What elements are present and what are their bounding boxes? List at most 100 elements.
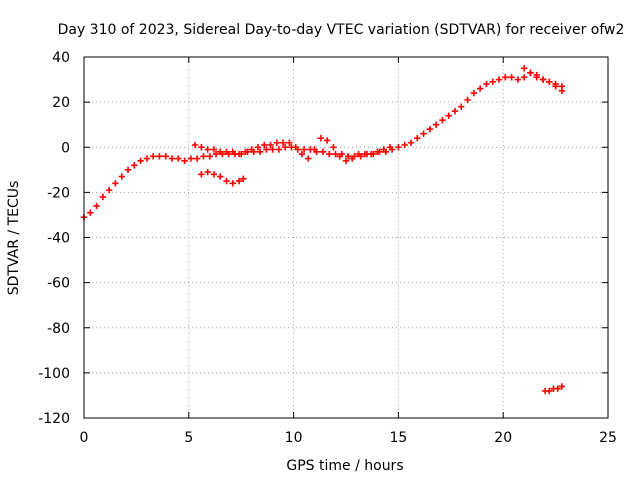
- data-point: [118, 173, 125, 180]
- data-point: [539, 76, 547, 83]
- data-point: [407, 139, 415, 146]
- data-point: [181, 157, 188, 164]
- data-point: [476, 85, 484, 92]
- y-tick-label: -40: [47, 231, 70, 247]
- data-point: [149, 153, 157, 160]
- data-point: [198, 144, 205, 151]
- data-point: [263, 146, 270, 153]
- data-point: [326, 150, 333, 158]
- y-tick-label: -80: [47, 321, 70, 337]
- data-point: [311, 146, 318, 153]
- chart-title: Day 310 of 2023, Sidereal Day-to-day VTE…: [58, 22, 625, 38]
- data-series: [198, 168, 247, 187]
- y-tick-label: -120: [38, 411, 70, 427]
- data-point: [432, 121, 440, 128]
- x-tick-label: 0: [80, 430, 89, 446]
- data-point: [319, 148, 327, 155]
- y-tick-label: -60: [47, 276, 70, 292]
- data-point: [267, 141, 274, 149]
- y-tick-label: 20: [52, 95, 70, 111]
- data-point: [124, 166, 132, 174]
- data-point: [554, 385, 561, 392]
- data-point: [527, 69, 534, 76]
- data-point: [300, 146, 308, 153]
- data-point: [217, 148, 224, 155]
- data-point: [349, 155, 356, 162]
- data-point: [206, 153, 213, 160]
- data-point: [131, 162, 138, 169]
- x-tick-label: 15: [389, 430, 407, 446]
- data-point: [191, 141, 199, 149]
- data-point: [520, 74, 528, 81]
- data-point: [344, 153, 352, 160]
- data-point: [451, 107, 459, 115]
- y-tick-label: -20: [47, 185, 70, 201]
- data-point: [401, 141, 408, 149]
- data-point: [386, 144, 394, 151]
- data-point: [361, 150, 369, 158]
- data-point: [332, 150, 339, 158]
- data-point: [323, 137, 331, 144]
- data-point: [248, 146, 255, 153]
- plot-area-border: [83, 56, 609, 419]
- data-point: [256, 148, 264, 155]
- data-point: [546, 387, 553, 395]
- y-tick-label: 40: [52, 50, 70, 66]
- data-point: [240, 175, 247, 183]
- data-series: [80, 69, 566, 221]
- data-point: [355, 150, 362, 158]
- data-point: [342, 157, 350, 164]
- data-point: [105, 186, 113, 194]
- data-point: [275, 146, 283, 153]
- data-point: [533, 71, 540, 79]
- data-point: [137, 157, 144, 164]
- x-axis-label: GPS time / hours: [286, 458, 403, 474]
- data-point: [210, 146, 218, 153]
- data-point: [242, 148, 249, 155]
- data-point: [414, 135, 421, 142]
- y-axis-label: SDTVAR / TECUs: [6, 181, 22, 296]
- data-point: [439, 116, 446, 124]
- data-point: [156, 153, 163, 160]
- data-point: [175, 155, 182, 162]
- data-point: [162, 153, 169, 160]
- data-point: [168, 155, 176, 162]
- data-point: [223, 177, 230, 185]
- data-series: [520, 65, 566, 95]
- data-point: [317, 135, 325, 142]
- data-point: [420, 130, 427, 137]
- data-point: [254, 144, 262, 151]
- x-tick-label: 20: [494, 430, 512, 446]
- data-point: [380, 146, 387, 153]
- data-point: [269, 146, 276, 153]
- data-point: [112, 180, 119, 187]
- data-point: [279, 139, 287, 146]
- data-point: [552, 83, 559, 90]
- data-point: [426, 126, 434, 133]
- data-point: [489, 78, 496, 86]
- data-point: [520, 65, 528, 72]
- data-point: [143, 155, 151, 162]
- data-point: [210, 171, 218, 178]
- data-point: [235, 150, 243, 158]
- y-tick-label: -100: [38, 366, 70, 382]
- data-point: [445, 112, 452, 119]
- data-point: [204, 146, 211, 153]
- data-point: [464, 96, 471, 104]
- data-point: [336, 153, 343, 160]
- data-point: [395, 144, 402, 151]
- data-point: [87, 209, 94, 216]
- data-point: [330, 144, 337, 151]
- data-point: [558, 383, 566, 390]
- data-point: [273, 139, 281, 146]
- data-point: [470, 89, 478, 97]
- data-point: [558, 87, 566, 95]
- axis-ticks: 0 5 10 15 20 25 -120 -100 -80 -60 -40 -20 0 20 40: [38, 50, 617, 446]
- data-point: [305, 155, 312, 162]
- data-point: [261, 141, 268, 149]
- data-point: [282, 144, 289, 151]
- data-point: [187, 155, 195, 162]
- x-tick-label: 5: [184, 430, 193, 446]
- data-point: [367, 150, 375, 158]
